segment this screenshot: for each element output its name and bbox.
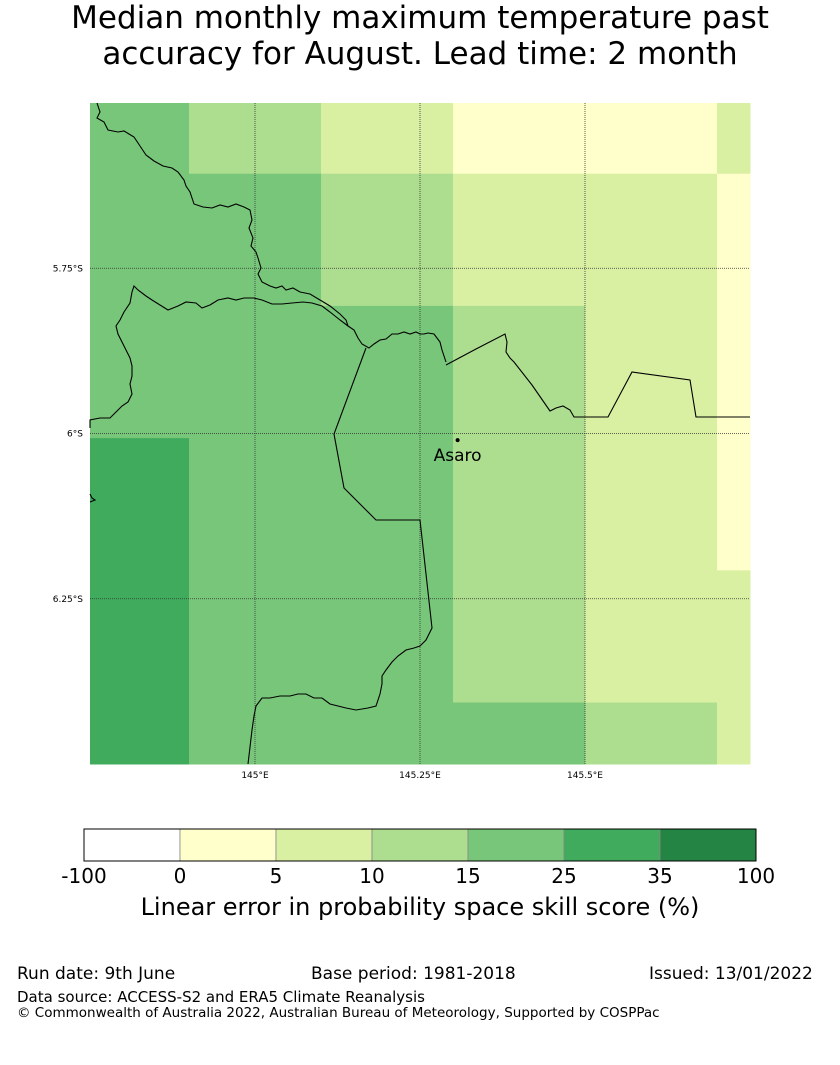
skill-cell [717,173,751,307]
skill-cell [321,570,454,704]
skill-cell [90,103,190,175]
graticule [90,103,750,764]
map-title: Median monthly maximum temperature past … [0,0,840,72]
colorbar-tick-label: 5 [269,864,283,888]
skill-cell [321,305,454,439]
skill-cell [189,570,322,704]
colorbar-tick-label: 15 [455,864,481,888]
colorbar-cell [275,828,373,862]
colorbar-tick-label: 100 [736,864,776,888]
skill-cell [585,103,718,175]
skill-cell [90,570,190,704]
copyright: © Commonwealth of Australia 2022, Austra… [17,1005,660,1021]
skill-cell [585,173,718,307]
data-source: Data source: ACCESS-S2 and ERA5 Climate … [17,988,425,1006]
skill-cell [189,305,322,439]
skill-cell [453,438,586,571]
skill-grid-cells [90,103,751,765]
colorbar-frame [83,828,757,862]
lat-tick-label: 6°S [67,430,83,440]
lon-tick-label: 145.25°E [399,771,441,781]
coast-fragment-west [89,493,97,503]
skill-cell [453,702,586,765]
place-marker: Asaro [434,438,482,466]
colorbar-cells [83,828,757,862]
skill-cell [189,103,322,175]
map-title-line-2: accuracy for August. Lead time: 2 month [102,36,738,72]
skill-cell [585,702,718,765]
skill-cell [321,702,454,765]
colorbar-tick-label: 10 [359,864,385,888]
colorbar-cell [83,828,181,862]
lon-tick-label: 145.5°E [567,771,603,781]
skill-cell [453,103,586,175]
colorbar-cell [179,828,277,862]
skill-map: 5.75°S 6°S 6.25°S 145°E 145.25°E 145.5°E Asar… [53,102,751,781]
place-dot [455,438,460,443]
skill-cell [717,570,751,704]
skill-cell [453,305,586,439]
coastline-and-borders [89,102,750,765]
skill-cell [717,305,751,439]
colorbar-cell [371,828,469,862]
skill-cell [717,438,751,571]
coastline-path-west [89,284,349,428]
lat-tick-label: 5.75°S [53,264,84,274]
skill-cell [585,305,718,439]
skill-cell [453,173,586,307]
skill-cell [321,438,454,571]
boundary-path-east [445,333,750,418]
colorbar-cell [563,828,661,862]
lon-tick-label: 145°E [241,771,269,781]
boundary-path-south [247,347,433,765]
skill-cell [585,570,718,704]
skill-cell [90,438,190,571]
skill-cell [717,103,751,175]
colorbar-cell [659,828,757,862]
skill-cell [90,702,190,765]
colorbar-tick-label: 0 [173,864,187,888]
skill-cell [90,305,190,439]
place-label: Asaro [434,446,482,466]
skill-cell [717,702,751,765]
colorbar [83,828,757,862]
skill-cell [453,570,586,704]
skill-cell [585,438,718,571]
run-date: Run date: 9th June [17,964,176,984]
colorbar-tick-label: 35 [647,864,673,888]
skill-cell [321,173,454,307]
issued-date: Issued: 13/01/2022 [649,964,813,984]
skill-cell [321,103,454,175]
skill-cell [189,438,322,571]
base-period: Base period: 1981-2018 [311,964,516,984]
colorbar-cell [467,828,565,862]
coastline-path [96,102,447,363]
axis-tick-labels: 5.75°S 6°S 6.25°S 145°E 145.25°E 145.5°E [53,264,604,781]
colorbar-title: Linear error in probability space skill … [140,893,700,921]
skill-cell [90,173,190,307]
colorbar-tick-label: -100 [61,864,107,888]
colorbar-tick-label: 25 [551,864,577,888]
lat-tick-label: 6.25°S [53,595,84,605]
map-title-line-1: Median monthly maximum temperature past [71,0,769,36]
